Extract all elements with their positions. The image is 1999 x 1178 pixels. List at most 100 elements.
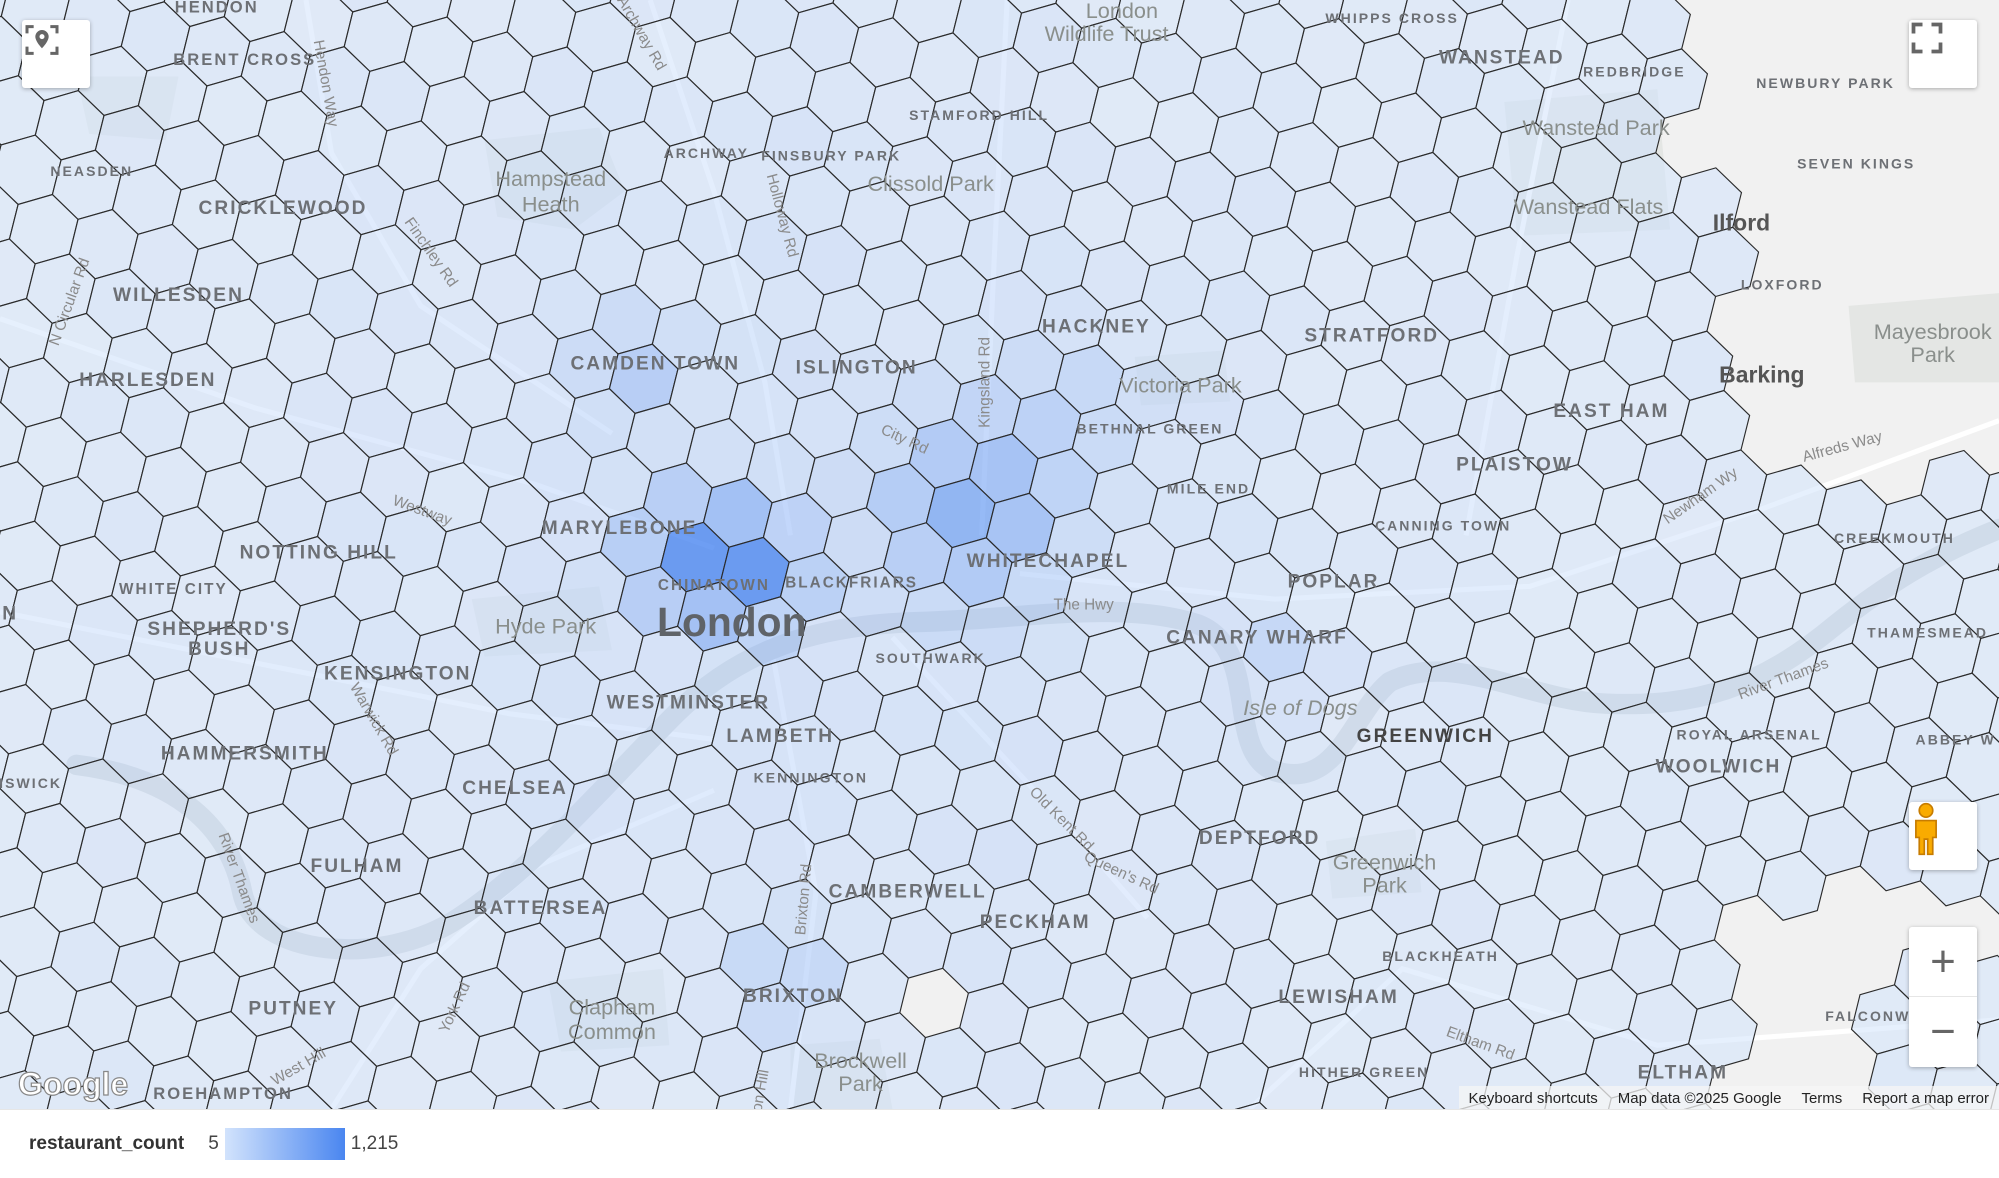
place-label: CRICKLEWOOD [199,198,368,219]
keyboard-shortcuts-link[interactable]: Keyboard shortcuts [1468,1089,1598,1107]
legend-min: 5 [208,1133,219,1154]
place-label: EAST HAM [1553,401,1669,422]
place-label: N [2,604,18,625]
place-label: BLACKHEATH [1382,948,1499,964]
legend-field-name: restaurant_count [29,1133,185,1154]
place-label: ROYAL ARSENAL [1677,726,1822,742]
hex-cell[interactable] [1979,851,1999,920]
place-label: FINSBURY PARK [761,148,901,164]
park-label: Clissold Park [867,171,994,196]
place-label: THAMESMEAD [1867,624,1988,640]
hex-cell[interactable] [325,1100,394,1109]
map-layer: HENDON BRENT CROSS NEASDEN CRICKLEWOOD W… [0,0,1999,1109]
place-label: NOTTING HILL [240,542,398,563]
street-view-pegman-button[interactable] [1909,802,1977,870]
place-label: CREEKMOUTH [1834,530,1955,546]
hex-cell[interactable] [1988,688,1999,757]
road-label: Brixton Rd [792,863,815,936]
park-label: Isle of Dogs [1243,695,1358,720]
place-label: SEVEN KINGS [1797,155,1915,171]
zoom-controls: + − [1909,927,1977,1067]
fullscreen-button[interactable] [1909,20,1977,88]
place-label: ISLINGTON [796,357,918,378]
zoom-in-button[interactable]: + [1909,927,1977,997]
park-label: London [1086,0,1158,23]
place-label: ABBEY W [1916,731,1996,747]
road-label: Alfreds Way [1801,428,1885,466]
place-label: WHITE CITY [119,581,228,598]
zoom-out-button[interactable]: − [1930,1007,1956,1056]
park-label: Park [1362,872,1407,897]
park-label: Victoria Park [1119,373,1242,398]
hex-cell[interactable] [1756,850,1827,921]
place-label: NEASDEN [50,163,133,179]
place-label: FULHAM [311,856,404,877]
hex-cell[interactable] [488,1085,557,1109]
place-label: MILE END [1167,480,1250,496]
report-map-error-link[interactable]: Report a map error [1862,1089,1989,1107]
place-label: HARLESDEN [79,370,216,391]
hex-cell[interactable] [1217,1101,1286,1109]
place-label: GREENWICH [1357,726,1494,747]
park-label: Heath [522,192,580,217]
hex-cell[interactable] [265,1085,334,1109]
road-label: The Hwy [1053,596,1114,613]
park-label: Mayesbrook [1874,319,1992,344]
hex-cell[interactable] [548,1100,617,1109]
legend-gradient-bar [224,1128,345,1160]
hex-cell[interactable] [42,1084,111,1109]
place-label: ELTHAM [1638,1062,1728,1083]
town-label: Barking [1719,361,1804,387]
place-label: PUTNEY [248,999,338,1020]
my-location-button[interactable] [22,20,90,88]
hex-cell[interactable] [1380,1087,1449,1109]
park-label: Park [1910,342,1955,367]
place-label: CHELSEA [462,778,568,799]
place-label: HACKNEY [1042,317,1151,338]
place-label: WANSTEAD [1439,48,1565,69]
place-label: SHEPHERD'S [147,619,291,640]
hex-cell[interactable] [934,1086,1003,1109]
map-canvas[interactable]: HENDON BRENT CROSS NEASDEN CRICKLEWOOD W… [0,0,1999,1109]
park-label: Hyde Park [495,614,596,639]
place-label: DEPTFORD [1199,828,1320,849]
street-view-pegman-icon [1915,802,1937,856]
place-label: CAMDEN TOWN [570,354,740,375]
terms-link[interactable]: Terms [1801,1089,1843,1107]
place-label: PECKHAM [980,912,1091,933]
place-label: BATTERSEA [474,898,608,919]
place-label: SOUTHWARK [876,650,986,666]
place-label: POPLAR [1288,572,1380,593]
place-label: HENDON [175,0,259,17]
place-label: CHINATOWN [658,577,770,594]
town-label: Ilford [1713,210,1770,236]
place-label: REDBRIDGE [1583,63,1685,79]
hex-cell[interactable] [711,1086,780,1109]
place-label: LOXFORD [1741,276,1824,292]
place-label: CANNING TOWN [1375,517,1511,533]
map-data-text: Map data ©2025 Google [1617,1089,1782,1107]
place-label: WHIPPS CROSS [1325,10,1459,26]
place-label: ARCHWAY [664,145,749,161]
hex-cell[interactable] [102,1099,171,1109]
place-label: WHITECHAPEL [967,551,1130,572]
place-label: HAMMERSMITH [161,744,329,765]
hex-cell[interactable] [771,1101,840,1109]
place-label: CANARY WHARF [1166,628,1348,649]
place-label: CAMBERWELL [829,881,987,902]
place-label: HITHER GREEN [1299,1064,1429,1080]
park-label: Clapham [569,995,656,1020]
place-label: PLAISTOW [1456,454,1573,475]
park-label: Wildlife Trust [1045,21,1169,46]
hex-cell[interactable] [1157,1086,1226,1109]
city-label-london: London [657,599,806,645]
park-label: Brockwell [814,1048,907,1073]
park-label: Greenwich [1333,849,1437,874]
place-label: STRATFORD [1304,326,1439,347]
legend-max: 1,215 [350,1133,399,1154]
place-label: LEWISHAM [1278,987,1398,1008]
place-label: NEWBURY PARK [1756,75,1895,91]
map-attribution: Keyboard shortcuts Map data ©2025 Google… [1458,1086,1999,1109]
place-label: BUSH [188,639,250,660]
hex-cell[interactable] [994,1101,1063,1109]
